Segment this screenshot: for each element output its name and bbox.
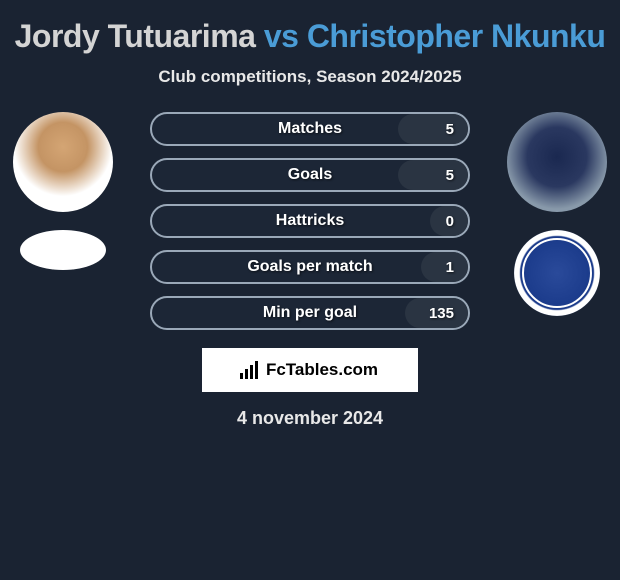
brand-text: FcTables.com <box>264 360 380 380</box>
stat-label: Min per goal <box>263 304 357 322</box>
player1-photo <box>13 112 113 212</box>
stat-bar-goals-per-match: Goals per match 1 <box>150 250 470 284</box>
page-title: Jordy Tutuarima vs Christopher Nkunku <box>0 18 620 55</box>
brand-box[interactable]: FcTables.com <box>202 348 418 392</box>
player1-club-badge <box>20 230 106 270</box>
date-line: 4 november 2024 <box>0 408 620 429</box>
stat-bar-goals: Goals 5 <box>150 158 470 192</box>
stat-bar-hattricks: Hattricks 0 <box>150 204 470 238</box>
main-row: Matches 5 Goals 5 Hattricks 0 Goals per … <box>0 112 620 330</box>
stat-label: Goals per match <box>247 258 372 276</box>
player2-club-badge <box>514 230 600 316</box>
title-vs: vs <box>264 18 299 54</box>
stat-bar-min-per-goal: Min per goal 135 <box>150 296 470 330</box>
player1-column <box>8 112 118 270</box>
stat-bar-matches: Matches 5 <box>150 112 470 146</box>
stat-value: 5 <box>446 167 454 184</box>
stat-fill <box>421 252 468 282</box>
subtitle: Club competitions, Season 2024/2025 <box>0 67 620 87</box>
bar-chart-icon <box>240 361 258 379</box>
stat-value: 1 <box>446 259 454 276</box>
stat-fill <box>398 114 468 144</box>
stat-label: Goals <box>288 166 332 184</box>
title-player1: Jordy Tutuarima <box>15 18 256 54</box>
title-player2: Christopher Nkunku <box>307 18 606 54</box>
stat-value: 0 <box>446 213 454 230</box>
player2-column <box>502 112 612 316</box>
stat-label: Matches <box>278 120 342 138</box>
stats-column: Matches 5 Goals 5 Hattricks 0 Goals per … <box>130 112 490 330</box>
player2-photo <box>507 112 607 212</box>
brand-box-inner: FcTables.com <box>204 350 416 390</box>
stat-label: Hattricks <box>276 212 344 230</box>
stat-value: 135 <box>429 305 454 322</box>
stat-fill <box>398 160 468 190</box>
stat-value: 5 <box>446 121 454 138</box>
comparison-card: Jordy Tutuarima vs Christopher Nkunku Cl… <box>0 0 620 439</box>
